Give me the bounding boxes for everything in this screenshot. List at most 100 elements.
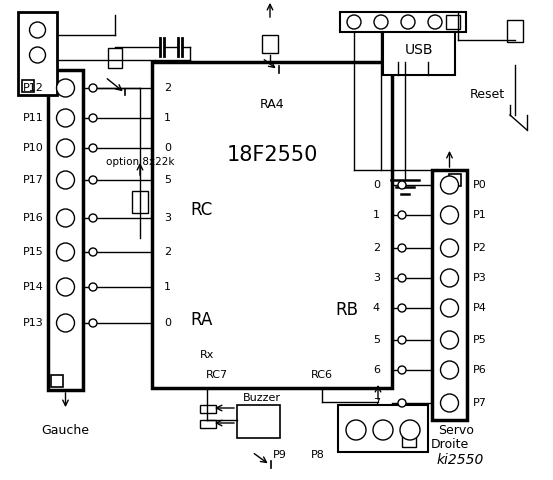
Text: 0: 0 [164,318,171,328]
Text: 1: 1 [373,210,380,220]
Circle shape [89,283,97,291]
Text: P0: P0 [473,180,487,190]
Circle shape [374,15,388,29]
Text: P7: P7 [473,398,487,408]
Bar [237,405,280,438]
Text: P1: P1 [473,210,487,220]
Text: P13: P13 [23,318,44,328]
Text: 5: 5 [373,335,380,345]
Bar [262,35,278,53]
Bar [108,48,122,68]
Text: RA: RA [191,311,213,329]
Text: RC6: RC6 [311,370,333,380]
Bar [507,20,523,42]
Bar [18,12,57,95]
Circle shape [56,209,75,227]
Text: 3: 3 [373,273,380,283]
Text: RC: RC [191,201,213,219]
Circle shape [441,299,458,317]
Text: P2: P2 [473,243,487,253]
Circle shape [89,114,97,122]
Text: Droite: Droite [430,439,468,452]
Text: P10: P10 [23,143,44,153]
Text: RB: RB [336,301,358,319]
Text: P6: P6 [473,365,487,375]
Bar [432,170,467,420]
Circle shape [89,319,97,327]
Text: P8: P8 [311,450,325,460]
Bar [402,429,416,447]
Text: USB: USB [405,43,433,57]
Text: 1: 1 [164,282,171,292]
Text: 0: 0 [164,143,171,153]
Circle shape [441,269,458,287]
Bar [449,174,461,186]
Text: P11: P11 [23,113,44,123]
Text: P16: P16 [23,213,44,223]
Text: P14: P14 [23,282,44,292]
Text: 1: 1 [164,113,171,123]
Circle shape [398,399,406,407]
Circle shape [441,206,458,224]
Circle shape [89,144,97,152]
Circle shape [373,420,393,440]
Text: P4: P4 [473,303,487,313]
Text: 0: 0 [373,180,380,190]
Text: 3: 3 [164,213,171,223]
Text: Reset: Reset [470,88,505,101]
Text: P17: P17 [23,175,44,185]
Text: Gauche: Gauche [41,423,90,436]
Bar [338,405,428,452]
Circle shape [398,244,406,252]
Circle shape [346,420,366,440]
Circle shape [29,47,45,63]
Text: Servo: Servo [438,423,474,436]
Bar [22,80,34,92]
Text: RC7: RC7 [206,370,228,380]
Text: Rx: Rx [200,350,214,360]
Bar [132,191,148,213]
Bar [446,15,460,29]
Circle shape [401,15,415,29]
Circle shape [347,15,361,29]
Bar [48,70,83,390]
Text: 18F2550: 18F2550 [226,145,317,165]
Bar [152,62,392,388]
Circle shape [398,274,406,282]
Circle shape [56,171,75,189]
Circle shape [89,176,97,184]
Text: 2: 2 [164,247,171,257]
Text: P9: P9 [273,450,287,460]
Text: 6: 6 [373,365,380,375]
Circle shape [428,15,442,29]
Bar [383,25,455,75]
Text: RA4: RA4 [260,98,284,111]
Circle shape [441,331,458,349]
Circle shape [89,214,97,222]
Circle shape [56,79,75,97]
Bar [200,405,216,413]
Circle shape [56,278,75,296]
Circle shape [89,248,97,256]
Circle shape [398,181,406,189]
Circle shape [398,366,406,374]
Bar [51,375,63,387]
Circle shape [89,84,97,92]
Circle shape [398,211,406,219]
Circle shape [441,394,458,412]
Circle shape [441,239,458,257]
Text: P3: P3 [473,273,487,283]
Circle shape [400,420,420,440]
Bar [200,420,216,428]
Circle shape [56,243,75,261]
Text: 2: 2 [373,243,380,253]
Text: option 8x22k: option 8x22k [106,157,174,167]
Circle shape [56,109,75,127]
Circle shape [56,139,75,157]
Circle shape [441,361,458,379]
Text: 5: 5 [164,175,171,185]
Text: P12: P12 [23,83,44,93]
Circle shape [29,22,45,38]
Text: ki2550: ki2550 [436,453,484,467]
Text: Buzzer: Buzzer [243,393,281,403]
